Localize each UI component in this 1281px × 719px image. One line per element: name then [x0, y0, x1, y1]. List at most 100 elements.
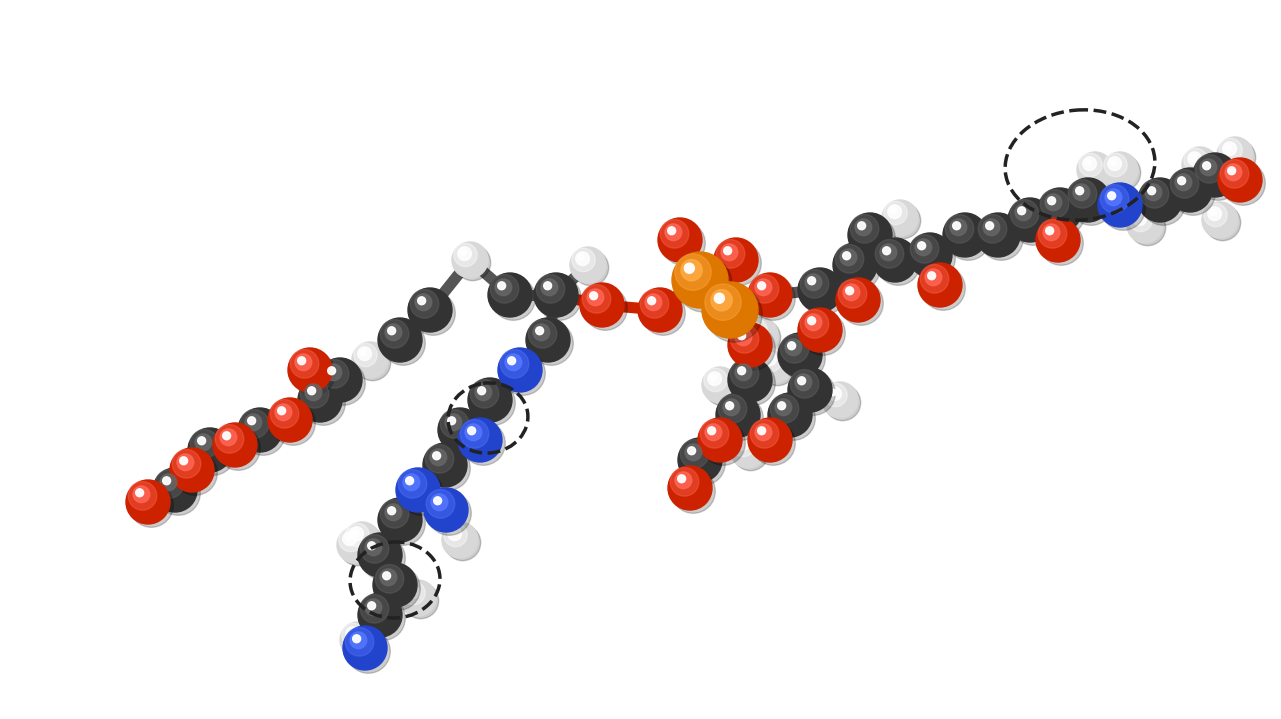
Circle shape — [156, 471, 200, 516]
Circle shape — [1135, 214, 1141, 221]
Circle shape — [170, 448, 214, 492]
Circle shape — [427, 446, 470, 490]
Circle shape — [470, 380, 498, 408]
Circle shape — [406, 477, 414, 485]
Circle shape — [918, 263, 962, 307]
Circle shape — [640, 290, 669, 318]
Circle shape — [755, 279, 771, 296]
Circle shape — [680, 439, 708, 468]
Circle shape — [742, 317, 778, 353]
Circle shape — [796, 374, 812, 390]
Circle shape — [751, 421, 796, 465]
Circle shape — [345, 534, 351, 541]
Circle shape — [703, 368, 728, 392]
Circle shape — [728, 358, 772, 402]
Circle shape — [400, 580, 436, 616]
Circle shape — [646, 294, 662, 311]
Circle shape — [638, 288, 681, 332]
Circle shape — [388, 507, 396, 515]
Circle shape — [1225, 164, 1241, 180]
Circle shape — [543, 282, 552, 290]
Circle shape — [757, 347, 793, 383]
Circle shape — [748, 418, 792, 462]
Circle shape — [445, 414, 461, 431]
Circle shape — [191, 431, 236, 475]
Circle shape — [1102, 186, 1145, 230]
Circle shape — [858, 221, 866, 229]
Circle shape — [684, 263, 694, 273]
Circle shape — [1076, 187, 1084, 195]
Circle shape — [730, 324, 758, 353]
Circle shape — [365, 539, 382, 556]
Circle shape — [1171, 171, 1216, 215]
Circle shape — [748, 273, 792, 317]
Circle shape — [983, 219, 999, 236]
Circle shape — [843, 252, 851, 260]
Circle shape — [848, 213, 892, 257]
Circle shape — [465, 424, 482, 441]
Circle shape — [711, 290, 733, 311]
Circle shape — [409, 288, 452, 332]
Circle shape — [460, 420, 489, 448]
Circle shape — [1082, 157, 1097, 170]
Circle shape — [685, 444, 702, 461]
Circle shape — [427, 490, 455, 518]
Circle shape — [475, 384, 492, 400]
Circle shape — [573, 249, 608, 285]
Circle shape — [1218, 158, 1262, 202]
Circle shape — [702, 282, 758, 338]
Circle shape — [648, 297, 656, 305]
Circle shape — [188, 428, 232, 472]
Circle shape — [835, 244, 863, 273]
Circle shape — [1196, 156, 1240, 201]
Circle shape — [927, 272, 935, 280]
Circle shape — [921, 266, 966, 311]
Circle shape — [757, 282, 766, 290]
Circle shape — [448, 527, 461, 541]
Circle shape — [788, 368, 831, 412]
Circle shape — [295, 354, 311, 371]
Circle shape — [755, 424, 771, 441]
Circle shape — [667, 466, 712, 510]
Circle shape — [769, 393, 812, 437]
Circle shape — [804, 274, 821, 290]
Circle shape — [404, 474, 420, 490]
Circle shape — [355, 344, 391, 380]
Circle shape — [498, 282, 506, 290]
Circle shape — [377, 567, 420, 610]
Circle shape — [578, 255, 584, 261]
Circle shape — [1185, 150, 1221, 186]
Circle shape — [1145, 184, 1162, 201]
Circle shape — [128, 482, 156, 510]
Circle shape — [681, 260, 702, 281]
Circle shape — [346, 627, 360, 641]
Circle shape — [1184, 148, 1207, 172]
Circle shape — [1108, 157, 1121, 170]
Circle shape — [455, 244, 491, 280]
Circle shape — [1190, 154, 1196, 160]
Circle shape — [468, 427, 475, 435]
Circle shape — [197, 437, 205, 445]
Circle shape — [883, 247, 890, 255]
Circle shape — [195, 434, 211, 451]
Circle shape — [343, 626, 387, 670]
Circle shape — [738, 367, 746, 375]
Circle shape — [715, 293, 724, 303]
Circle shape — [505, 354, 521, 371]
Circle shape — [1130, 210, 1166, 246]
Circle shape — [947, 216, 990, 260]
Circle shape — [1138, 178, 1182, 222]
Circle shape — [708, 372, 721, 385]
Circle shape — [890, 207, 897, 214]
Circle shape — [247, 417, 256, 425]
Circle shape — [1011, 200, 1039, 228]
Circle shape — [537, 275, 565, 303]
Circle shape — [350, 632, 366, 649]
Circle shape — [245, 414, 261, 431]
Circle shape — [728, 323, 772, 367]
Circle shape — [339, 622, 377, 658]
Circle shape — [272, 401, 315, 445]
Circle shape — [1141, 181, 1185, 225]
Circle shape — [1217, 137, 1253, 173]
Circle shape — [129, 483, 173, 527]
